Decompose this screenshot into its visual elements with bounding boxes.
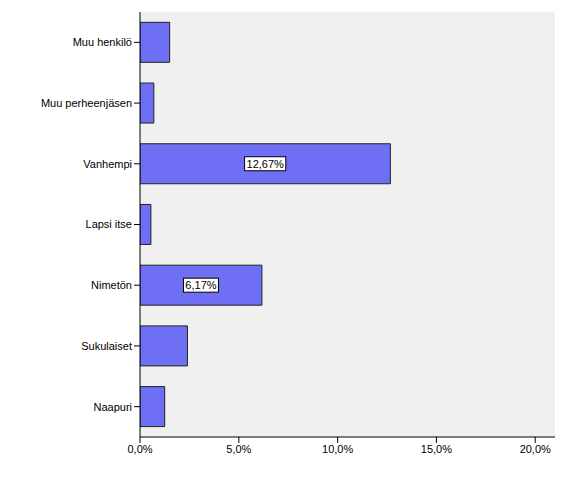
svg-text:10,0%: 10,0% — [322, 443, 353, 455]
svg-text:6,17%: 6,17% — [185, 279, 216, 291]
svg-text:Muu henkilö: Muu henkilö — [73, 36, 132, 48]
svg-text:12,67%: 12,67% — [247, 158, 285, 170]
svg-text:5,0%: 5,0% — [226, 443, 251, 455]
svg-text:Sukulaiset: Sukulaiset — [81, 340, 132, 352]
svg-text:Vanhempi: Vanhempi — [83, 158, 132, 170]
svg-text:0,0%: 0,0% — [127, 443, 152, 455]
svg-text:15,0%: 15,0% — [421, 443, 452, 455]
svg-text:20,0%: 20,0% — [520, 443, 551, 455]
svg-text:Muu perheenjäsen: Muu perheenjäsen — [41, 97, 132, 109]
svg-text:Naapuri: Naapuri — [93, 401, 132, 413]
svg-text:Lapsi itse: Lapsi itse — [86, 218, 132, 230]
svg-text:Nimetön: Nimetön — [91, 279, 132, 291]
